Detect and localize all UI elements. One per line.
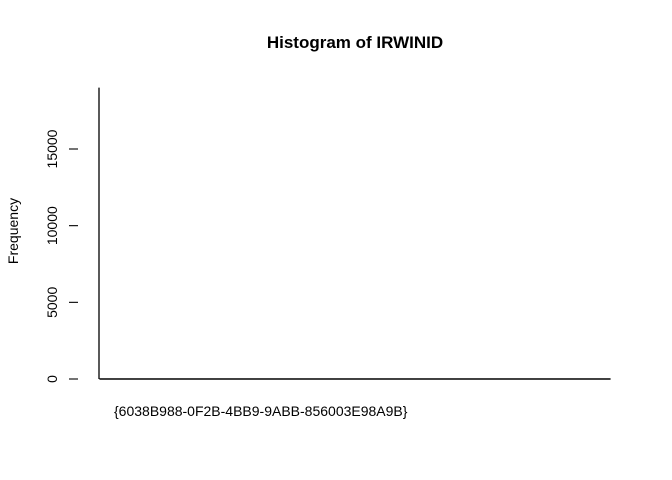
- y-axis-title: Frequency: [5, 198, 21, 264]
- y-tick-label: 0: [44, 375, 60, 383]
- chart-title: Histogram of IRWINID: [267, 33, 443, 52]
- plot-area: 0 5000 10000 15000 {6038B988-0F2B-4BB9-9ABB-…: [44, 87, 611, 419]
- x-category-label: {6038B988-0F2B-4BB9-9ABB-856003E98A9B}: [114, 403, 408, 419]
- y-tick-label: 15000: [44, 129, 60, 168]
- y-tick-label: 10000: [44, 206, 60, 245]
- y-tick-label: 5000: [44, 287, 60, 318]
